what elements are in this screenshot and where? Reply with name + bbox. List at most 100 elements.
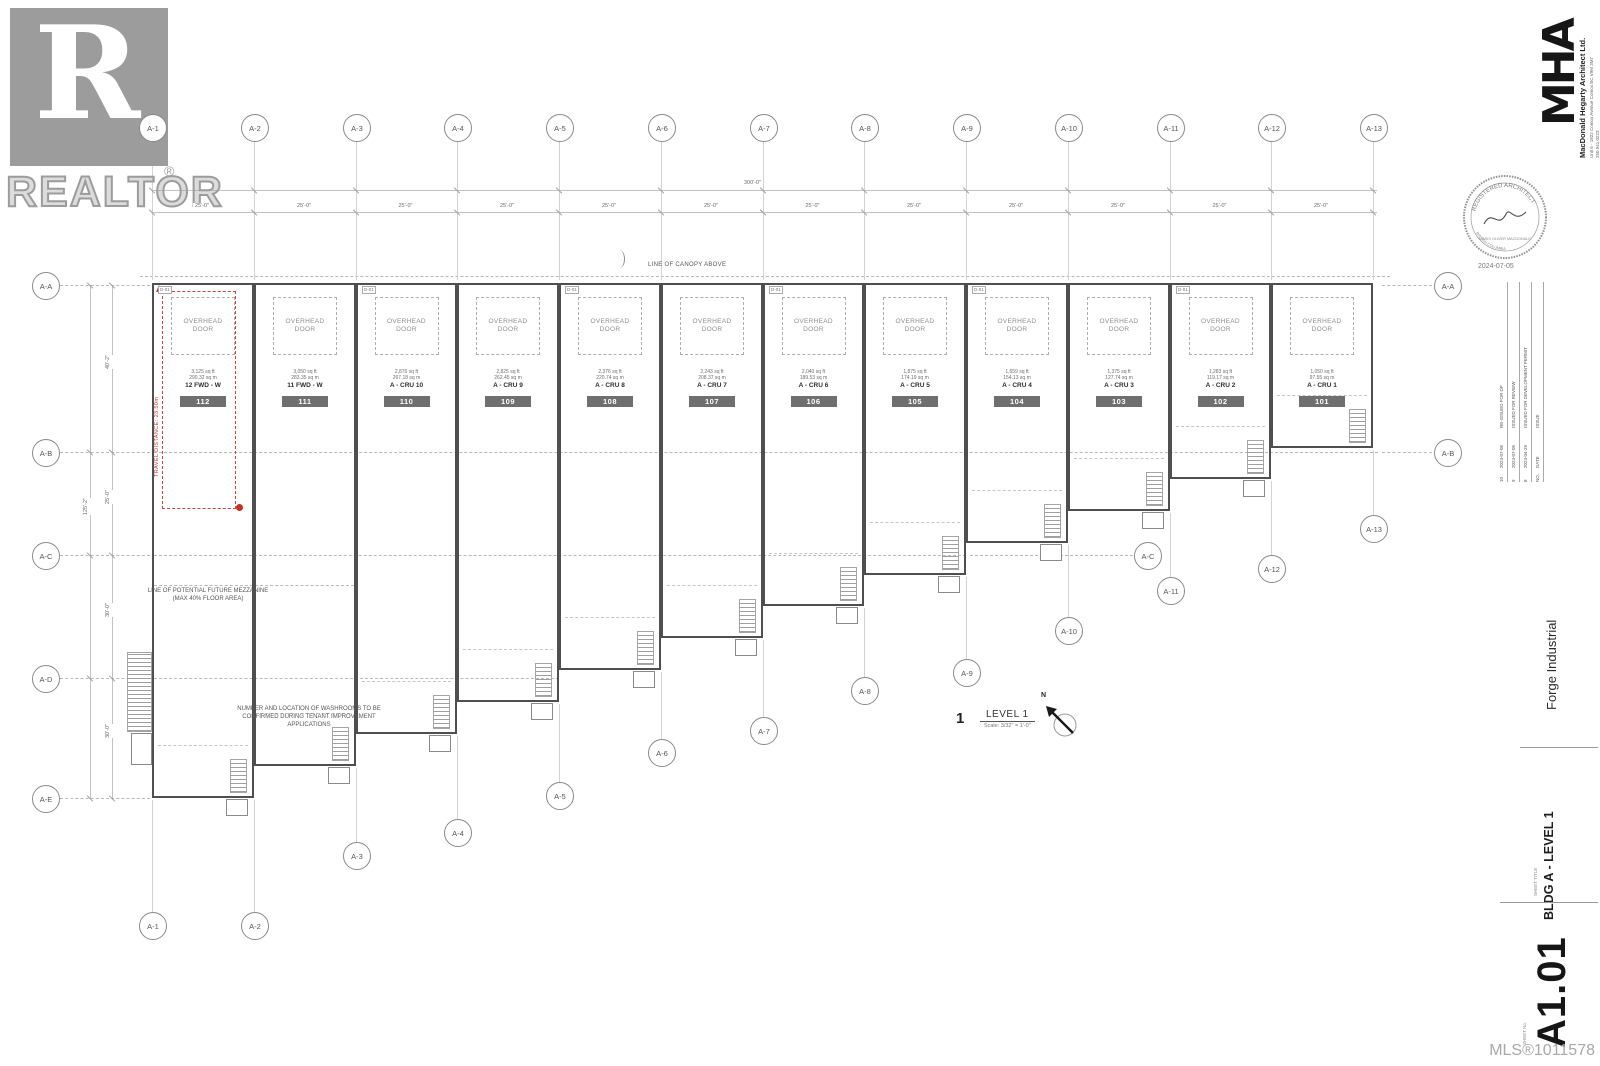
- bay-dim-label: 25'-0": [1312, 203, 1331, 209]
- unit-area-sqm: 208.37 sq m: [698, 375, 726, 382]
- unit-name: A - CRU 9: [493, 381, 523, 389]
- row-seg-dim-label: 30'-0": [103, 602, 113, 617]
- unit-name: A - CRU 7: [697, 381, 727, 389]
- grid-line-vertical: [763, 640, 764, 717]
- grid-line-vertical: [559, 141, 560, 280]
- grid-row-leader: [60, 555, 150, 556]
- sheet-title-label: SHEET TITLE: [1533, 867, 1538, 896]
- grid-line-vertical: [1170, 513, 1171, 577]
- grid-line-vertical: [559, 704, 560, 782]
- unit-area-sqm: 154.13 sq m: [1003, 375, 1031, 382]
- overhead-door-opening: OVERHEAD DOOR: [273, 297, 337, 355]
- grid-bubble-top: A-13: [1360, 114, 1388, 142]
- unit-area-sqm: 267.18 sq m: [392, 375, 421, 382]
- revision-cell: 9: [1511, 479, 1516, 482]
- unit-number-badge: 104: [994, 395, 1040, 407]
- project-name: Forge Industrial: [1544, 619, 1559, 710]
- grid-bubble-top: A-3: [343, 114, 371, 142]
- step-landing: [633, 671, 655, 688]
- exterior-stair: [127, 652, 152, 732]
- grid-bubble-top: A-12: [1258, 114, 1286, 142]
- unit-area-sqft: 2,376 sq ft: [598, 369, 622, 375]
- revision-cell: 8: [1523, 479, 1528, 482]
- overhead-door-opening: OVERHEAD DOOR: [985, 297, 1049, 355]
- overhead-door-opening: OVERHEAD DOOR: [883, 297, 947, 355]
- interior-stair-icon: [433, 695, 450, 729]
- step-landing: [226, 799, 248, 816]
- grid-bubble-bottom: A-2: [241, 912, 269, 940]
- bay-dim-label: 25'-0": [498, 203, 517, 209]
- overhead-door-label: OVERHEAD DOOR: [895, 317, 935, 333]
- revision-row: 9 2024-07-05 ISSUED FOR REVIEW: [1508, 282, 1520, 482]
- overall-width-dim: 300'-0": [742, 180, 764, 186]
- bay-dim-label: 25'-0": [193, 203, 212, 209]
- seal-date: 2024-07-05: [1478, 263, 1514, 270]
- unit-number-badge: 109: [485, 395, 531, 407]
- revision-cell: 2024-07-05: [1511, 444, 1516, 468]
- unit-area-sqm: 220.74 sq m: [596, 375, 624, 382]
- grid-row-leader: [60, 285, 150, 286]
- seal-arc-top: REGISTERED ARCHITECT: [1472, 183, 1536, 212]
- step-landing: [328, 767, 350, 784]
- unit-name: 11 FWD - W: [287, 381, 323, 389]
- row-seg-dim-line: [112, 285, 113, 798]
- grid-bubble-row-right: A-A: [1434, 272, 1462, 300]
- interior-dashed-line: [463, 649, 553, 650]
- grid-row-leader: [60, 798, 150, 799]
- revision-row: NO. DATE ISSUE: [1532, 282, 1544, 482]
- sheet-title: BLDG A - LEVEL 1: [1542, 811, 1556, 920]
- grid-line-vertical: [1271, 141, 1272, 280]
- interior-stair-icon: [230, 759, 247, 793]
- interior-stair-icon: [1044, 504, 1061, 538]
- grid-line-vertical: [661, 141, 662, 280]
- grid-row-leader: [1382, 285, 1432, 286]
- grid-line-vertical: [1373, 141, 1374, 280]
- view-title-scale: Scale: 3/32" = 1'-0": [983, 723, 1031, 729]
- travel-path-outline: [162, 291, 236, 509]
- realtor-logo-letter: R: [34, 0, 141, 149]
- north-arrow-icon: [1046, 706, 1077, 737]
- unit-area-sqft: 2,825 sq ft: [496, 369, 520, 375]
- grid-line-vertical: [864, 608, 865, 677]
- revision-row: 8 2024-04-29 ISSUED FOR DEVELOPMENT PERMIT: [1520, 282, 1532, 482]
- interior-dashed-line: [362, 681, 451, 682]
- grid-line-vertical: [966, 577, 967, 659]
- overall-height-dim-line: [90, 285, 91, 798]
- interior-dashed-line: [1176, 426, 1265, 427]
- firm-address: Unit 6 - 1822 Comox Avenue Comox BC V9M …: [1589, 57, 1594, 158]
- grid-bubble-bottom: A-10: [1055, 617, 1083, 645]
- row-seg-dim-label: 25'-0": [103, 489, 113, 504]
- grid-bubble-top: A-11: [1157, 114, 1185, 142]
- unit-name: A - CRU 2: [1205, 381, 1236, 389]
- overhead-door-opening: OVERHEAD DOOR: [374, 297, 439, 355]
- overall-width-dim-line: [152, 190, 1377, 191]
- step-landing: [938, 576, 960, 593]
- mezzanine-note: LINE OF POTENTIAL FUTURE MEZZANINE (MAX …: [147, 588, 269, 602]
- grid-line-vertical: [966, 141, 967, 280]
- grid-bubble-top: A-8: [851, 114, 879, 142]
- unit-name: A - CRU 4: [1002, 381, 1032, 389]
- overhead-door-label: OVERHEAD DOOR: [692, 317, 732, 333]
- revision-cell: DATE: [1535, 456, 1540, 468]
- interior-stair-icon: [739, 599, 756, 633]
- unit-area-sqft: 1,875 sq ft: [903, 369, 927, 375]
- unit-label: 3,125 sq ft 290.32 sq m 12 FWD - W 112: [154, 369, 252, 410]
- grid-bubble-row: A-C: [32, 542, 60, 570]
- grid-line-vertical: [864, 141, 865, 280]
- grid-bubble-top: A-10: [1055, 114, 1083, 142]
- unit-number-badge: 101: [1299, 395, 1345, 407]
- bay-dim-label: 25'-0": [396, 203, 415, 209]
- interior-stair-icon: [1349, 409, 1366, 443]
- grid-bubble-row-mid: A-C: [1134, 542, 1162, 570]
- door-tag: D-01: [158, 286, 172, 294]
- step-landing: [1243, 480, 1265, 497]
